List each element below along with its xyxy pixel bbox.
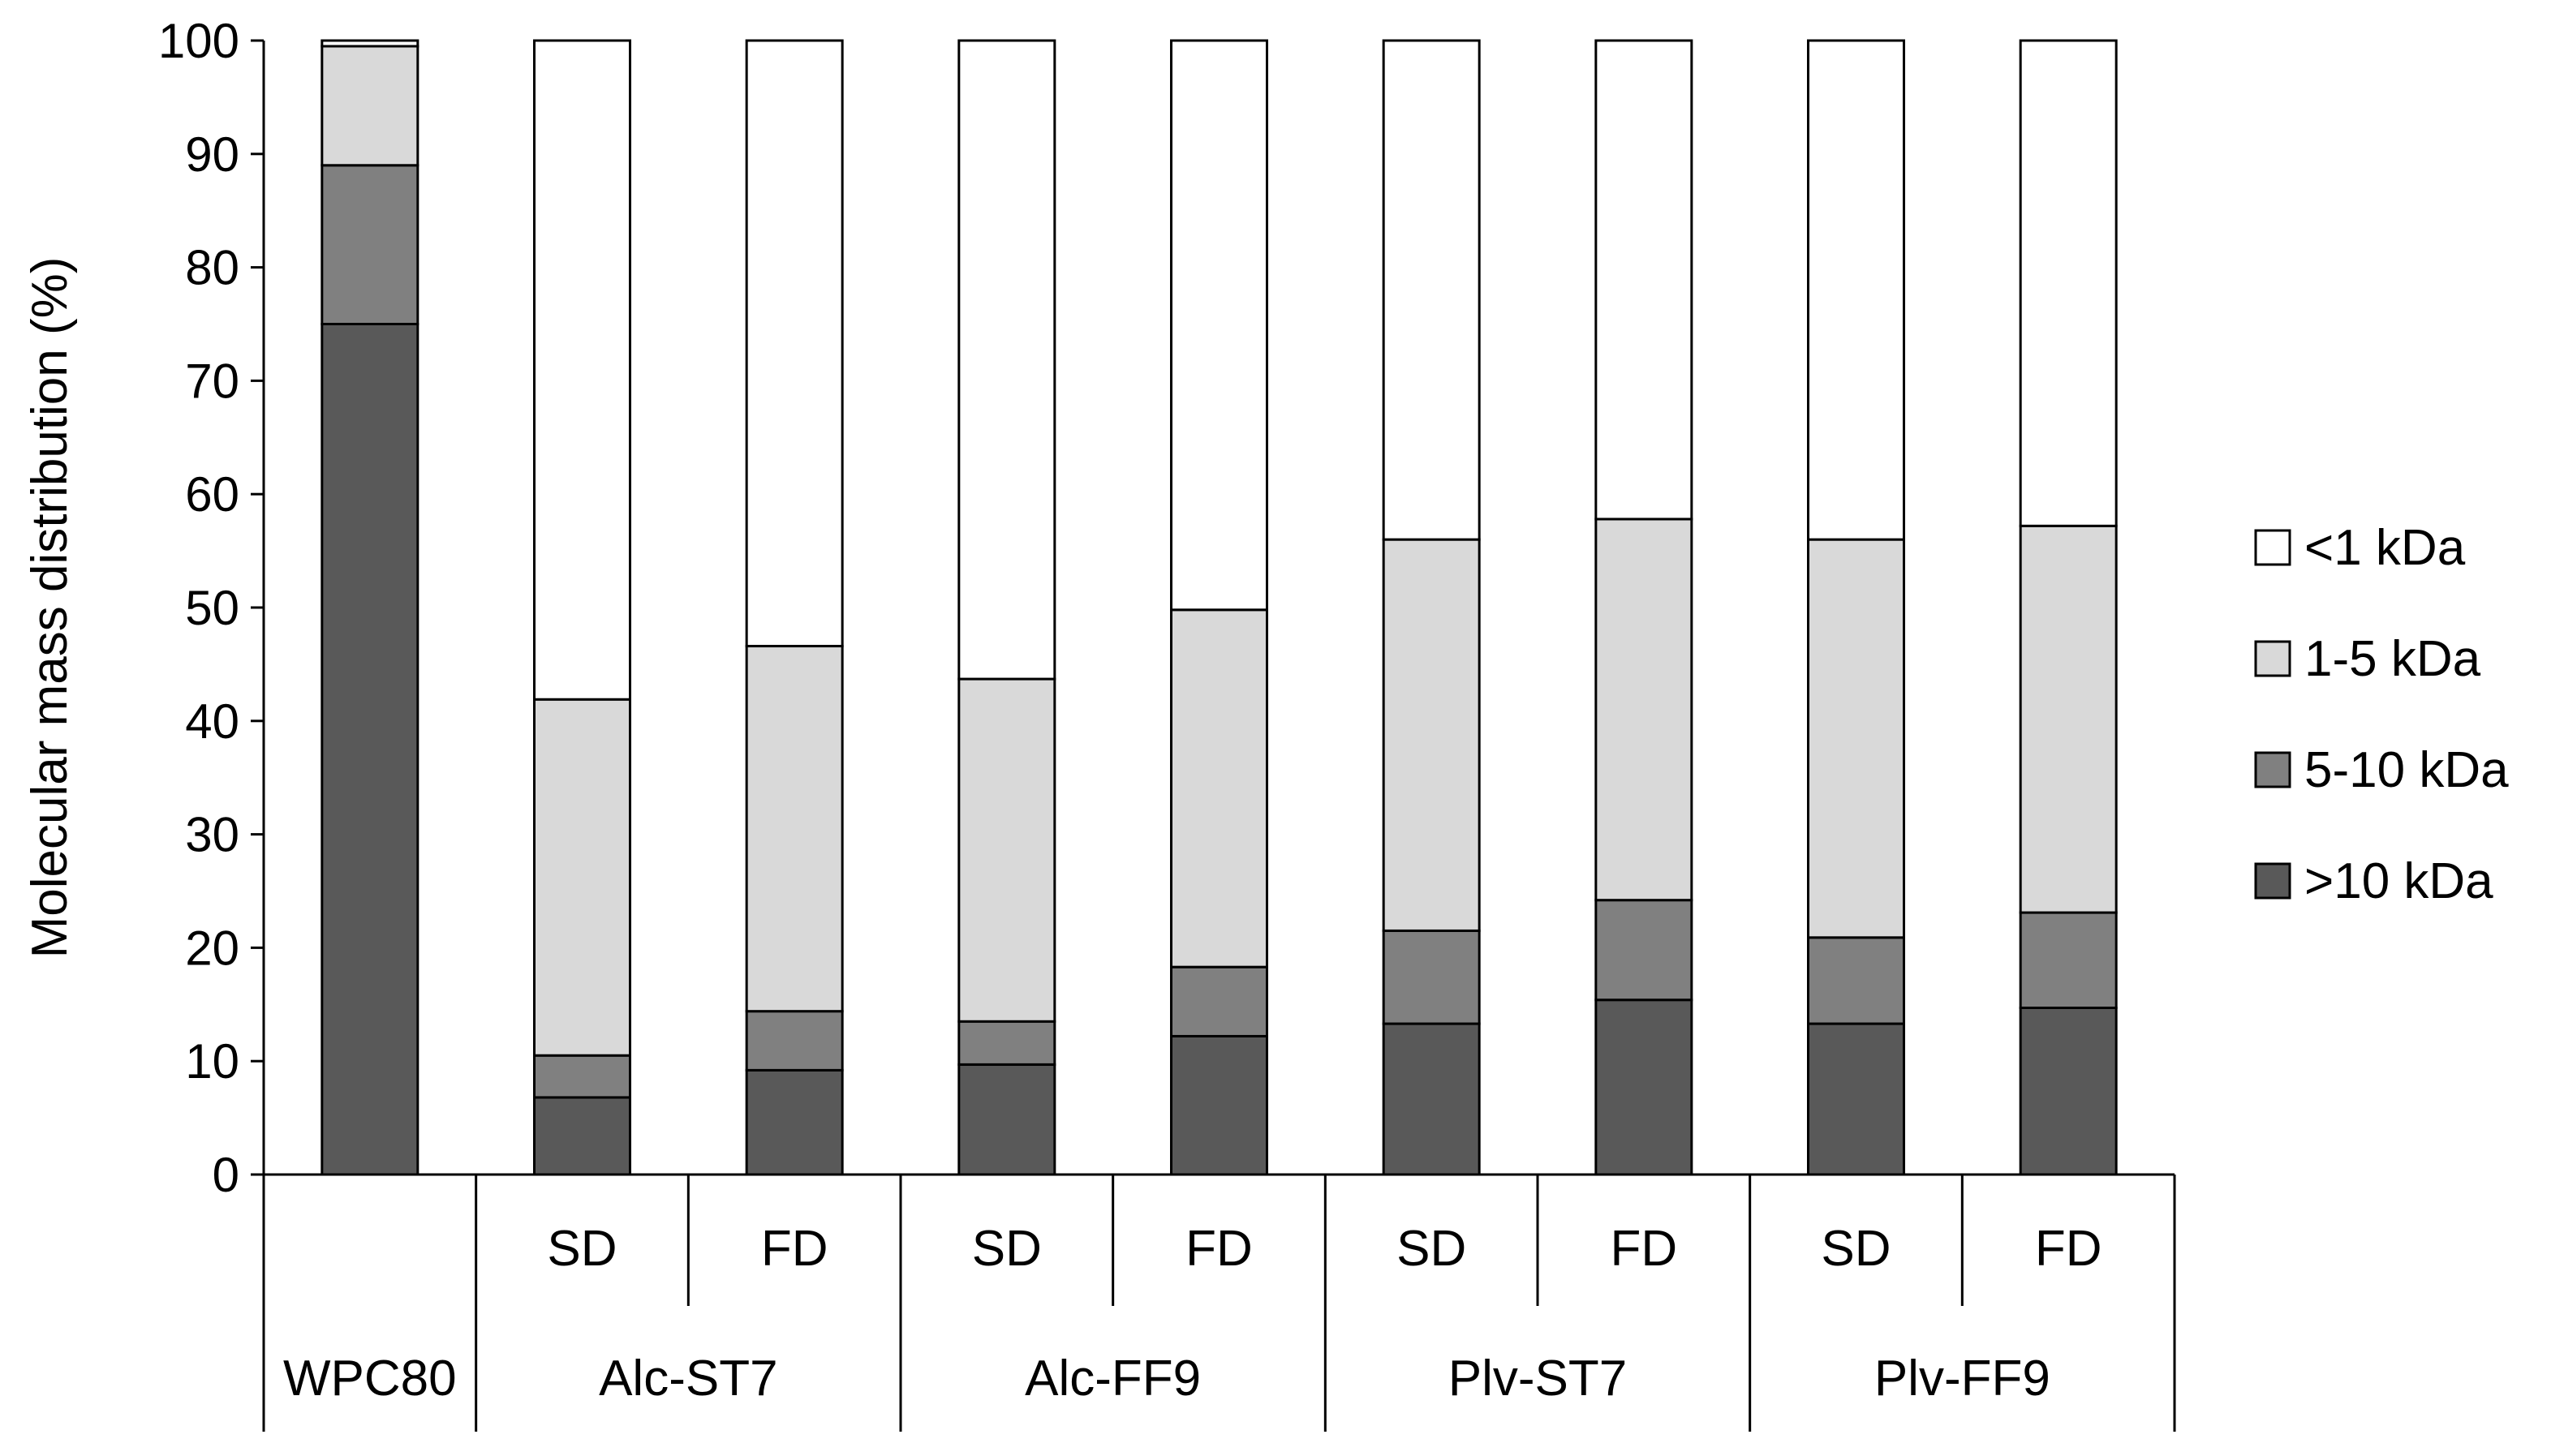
bar-segment bbox=[320, 39, 419, 48]
y-tick-label: 20 bbox=[185, 921, 239, 975]
bar-segment bbox=[1170, 1034, 1268, 1176]
bar-segment bbox=[320, 164, 419, 325]
bar-segment bbox=[957, 677, 1056, 1023]
x-group-label: Alc-ST7 bbox=[599, 1351, 777, 1407]
bar-segment bbox=[745, 645, 844, 1013]
bar-segment bbox=[1594, 518, 1693, 902]
bar-segment bbox=[1807, 39, 1905, 541]
legend-swatch bbox=[2254, 862, 2291, 900]
y-tick-label: 90 bbox=[185, 127, 239, 182]
bar-segment bbox=[2019, 1006, 2118, 1176]
y-tick-label: 80 bbox=[185, 241, 239, 295]
legend-label: >10 kDa bbox=[2304, 853, 2493, 909]
legend: <1 kDa 1-5 kDa 5-10 kDa >10 kDa bbox=[2254, 520, 2509, 909]
x-category-labels: WPC80 SD FD Alc-ST7 SD FD Alc-FF9 SD FD Plv-ST7 SD… bbox=[283, 1221, 2102, 1407]
y-tick-label: 50 bbox=[185, 581, 239, 635]
x-bar-label: SD bbox=[972, 1221, 1042, 1277]
axes: 0 10 20 30 40 50 60 70 80 90 100 bbox=[158, 14, 2176, 1432]
bar-segment bbox=[745, 1010, 844, 1072]
bar-segment bbox=[1807, 1022, 1905, 1176]
bar-segment bbox=[745, 1068, 844, 1176]
y-tick-label: 60 bbox=[185, 467, 239, 522]
x-bar-label: SD bbox=[1396, 1221, 1466, 1277]
legend-swatch bbox=[2254, 751, 2291, 788]
x-bar-label: FD bbox=[1185, 1221, 1253, 1277]
x-group-label: Plv-ST7 bbox=[1448, 1351, 1627, 1407]
y-tick-label: 0 bbox=[213, 1148, 239, 1202]
bar-marks bbox=[320, 39, 2118, 1176]
legend-item: 5-10 kDa bbox=[2254, 742, 2509, 798]
bar-segment bbox=[533, 698, 631, 1057]
x-group-label: Alc-FF9 bbox=[1025, 1351, 1201, 1407]
legend-swatch bbox=[2254, 529, 2291, 566]
y-tick-label: 10 bbox=[185, 1034, 239, 1089]
x-bar-label: FD bbox=[1611, 1221, 1678, 1277]
bar-segment bbox=[957, 1020, 1056, 1066]
legend-item: 1-5 kDa bbox=[2254, 631, 2481, 687]
bar-segment bbox=[1594, 39, 1693, 521]
y-tick-label: 70 bbox=[185, 354, 239, 408]
bar-segment bbox=[533, 39, 631, 701]
legend-item: >10 kDa bbox=[2254, 853, 2493, 909]
legend-label: 5-10 kDa bbox=[2304, 742, 2509, 798]
bar-segment bbox=[957, 39, 1056, 681]
bar-segment bbox=[745, 39, 844, 648]
bar-segment bbox=[1807, 936, 1905, 1025]
bar-segment bbox=[957, 1063, 1056, 1176]
x-group-label: WPC80 bbox=[283, 1351, 457, 1407]
bar-segment bbox=[1170, 965, 1268, 1037]
bar-segment bbox=[2019, 911, 2118, 1009]
bar-segment bbox=[2019, 39, 2118, 527]
bar-segment bbox=[1382, 929, 1481, 1025]
bar-segment bbox=[1382, 39, 1481, 541]
x-bar-label: FD bbox=[2035, 1221, 2102, 1277]
bar-segment bbox=[320, 323, 419, 1176]
bar-segment bbox=[1594, 999, 1693, 1176]
bar-segment bbox=[1170, 39, 1268, 612]
legend-swatch bbox=[2254, 640, 2291, 677]
x-group-label: Plv-FF9 bbox=[1874, 1351, 2050, 1407]
x-bar-label: SD bbox=[547, 1221, 617, 1277]
bar-segment bbox=[533, 1096, 631, 1176]
bar-segment bbox=[1807, 538, 1905, 939]
bar-segment bbox=[1382, 538, 1481, 932]
x-bar-label: FD bbox=[761, 1221, 828, 1277]
bar-segment bbox=[1594, 899, 1693, 1002]
x-bar-label: SD bbox=[1821, 1221, 1891, 1277]
bar-segment bbox=[533, 1054, 631, 1099]
y-tick-label: 100 bbox=[158, 14, 239, 68]
bar-segment bbox=[320, 45, 419, 167]
y-tick-label: 40 bbox=[185, 694, 239, 749]
bar-segment bbox=[1382, 1022, 1481, 1176]
legend-label: <1 kDa bbox=[2304, 520, 2466, 576]
legend-item: <1 kDa bbox=[2254, 520, 2466, 576]
bar-segment bbox=[2019, 524, 2118, 914]
y-tick-label: 30 bbox=[185, 808, 239, 862]
legend-label: 1-5 kDa bbox=[2304, 631, 2481, 687]
bar-segment bbox=[1170, 608, 1268, 969]
y-axis-title: Molecular mass distribution (%) bbox=[22, 257, 78, 959]
